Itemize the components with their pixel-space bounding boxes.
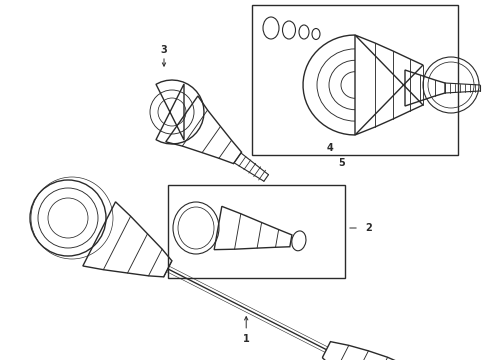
Text: 4: 4 xyxy=(327,143,333,153)
Bar xyxy=(168,185,345,278)
Text: 3: 3 xyxy=(161,45,168,55)
Text: 2: 2 xyxy=(365,223,372,233)
Text: 5: 5 xyxy=(339,158,345,168)
Text: 1: 1 xyxy=(243,334,249,344)
Bar xyxy=(252,5,458,155)
